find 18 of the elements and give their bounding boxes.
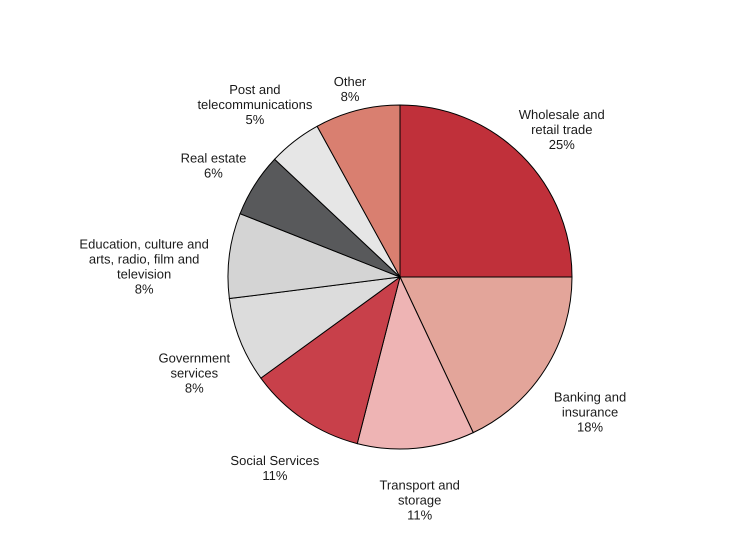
data-label: 8% (340, 89, 360, 104)
slice-label: Wholesale and retail trade (518, 107, 605, 138)
data-label: 11% (262, 468, 288, 484)
slice-label: Post and telecommunications (197, 82, 313, 112)
data-label: 5% (245, 112, 265, 127)
slice-label: Banking and insurance (554, 390, 626, 420)
data-label: 8% (184, 380, 204, 396)
data-label: 6% (204, 166, 224, 181)
data-label: 11% (407, 507, 433, 522)
data-label: 18% (577, 420, 604, 435)
data-label: 8% (134, 282, 154, 297)
slice-label: Real estate (180, 150, 246, 166)
slice-label: Social Services (230, 453, 320, 468)
slice-label: Other (334, 74, 367, 90)
slice-label: Transport and storage (379, 477, 460, 508)
data-label: 25% (548, 137, 576, 152)
slice-label: Education, culture and arts, radio, film and television (79, 236, 209, 282)
slice-label: Government services (158, 350, 230, 380)
